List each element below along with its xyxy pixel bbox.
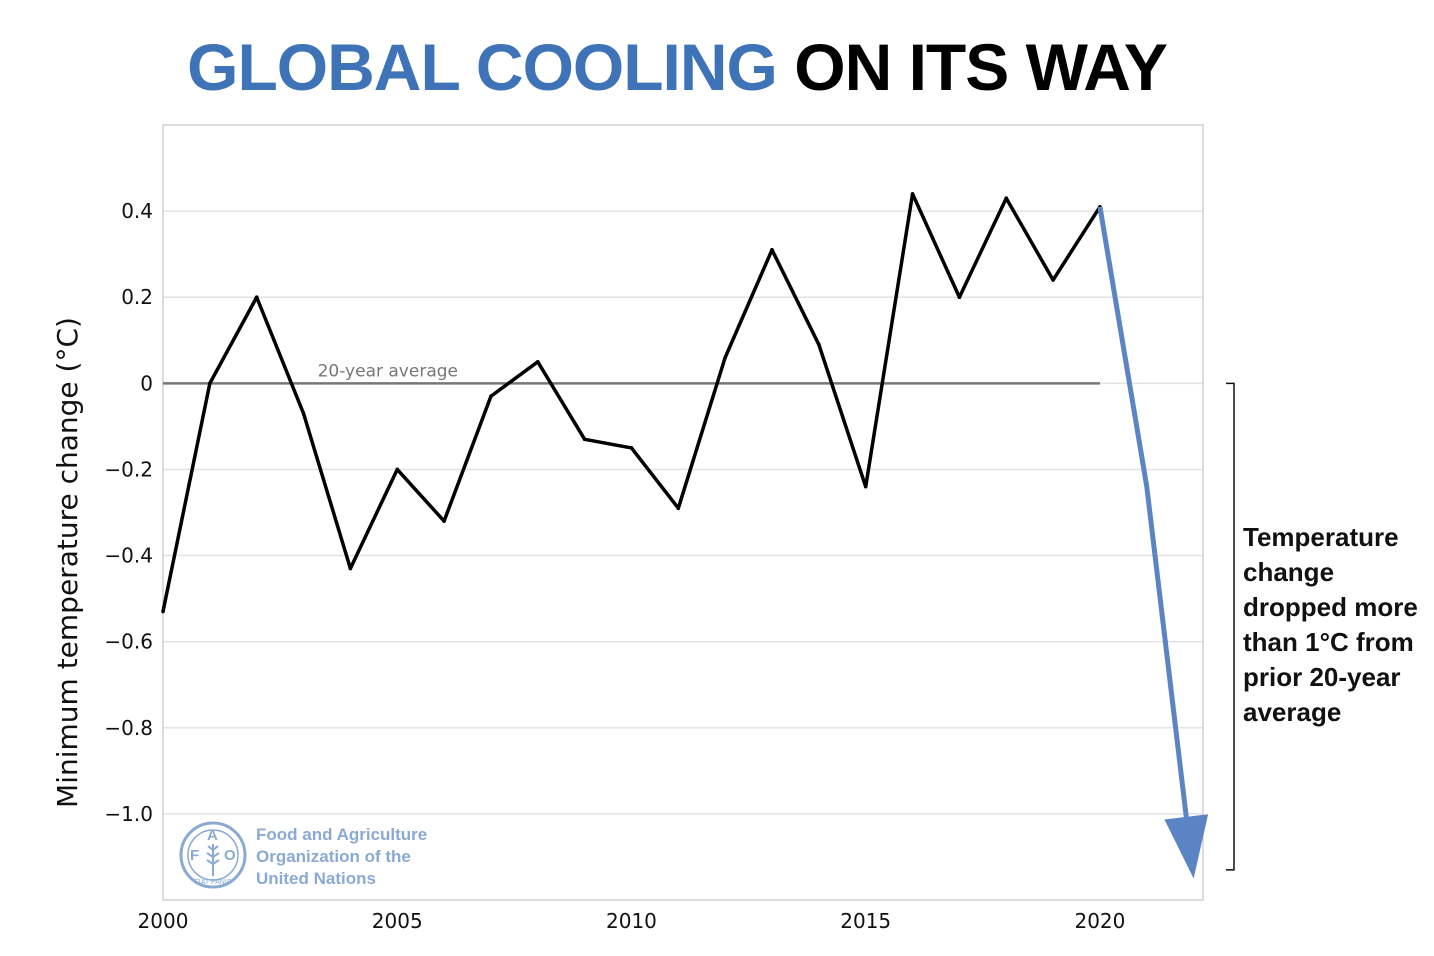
logo-letter: O — [224, 847, 236, 864]
data-point — [910, 192, 915, 196]
annotation-line: Temperature — [1243, 522, 1399, 552]
x-tick-label: 2015 — [840, 909, 891, 933]
fao-wordmark: Food and Agriculture Organization of the… — [256, 824, 427, 890]
y-tick-label: 0.2 — [121, 285, 153, 309]
data-point — [723, 355, 727, 360]
projection-arrowhead — [1164, 814, 1209, 879]
x-axis-ticks: 2000 2005 2010 2015 2020 — [138, 909, 1126, 933]
data-point — [582, 437, 587, 442]
y-tick-label: −0.8 — [104, 716, 153, 740]
data-point — [1051, 278, 1055, 282]
data-point — [676, 506, 681, 510]
data-point — [442, 519, 446, 523]
y-tick-label: −1.0 — [104, 802, 153, 826]
gridlines — [163, 210, 1203, 815]
annotation-line: average — [1243, 697, 1342, 727]
x-tick-label: 2010 — [606, 909, 657, 933]
annotation-line: dropped more — [1243, 592, 1418, 622]
title-blue-part: GLOBAL COOLING — [187, 30, 778, 104]
data-point — [817, 342, 821, 347]
series-line — [161, 192, 1102, 612]
data-point — [770, 248, 774, 252]
y-tick-label: −0.4 — [104, 544, 153, 568]
y-axis-label: Minimum temperature change (°C) — [51, 317, 84, 808]
average-line-label: 20-year average — [318, 361, 458, 381]
x-tick-label: 2000 — [138, 909, 189, 933]
plot-frame — [162, 124, 1204, 901]
y-tick-label: −0.2 — [104, 457, 153, 481]
fao-line: Organization of the — [256, 847, 411, 866]
y-tick-label: 0 — [140, 371, 153, 395]
title-black-part: ON ITS WAY — [794, 30, 1168, 104]
annotation-line: prior 20-year — [1243, 662, 1401, 692]
data-point — [1004, 196, 1009, 200]
projection-arrow-line — [1097, 206, 1190, 823]
data-point — [254, 295, 259, 300]
drop-bracket — [1226, 382, 1235, 871]
data-point — [208, 381, 212, 386]
x-tick-label: 2020 — [1074, 909, 1125, 933]
logo-letter: A — [207, 827, 218, 844]
fao-line: Food and Agriculture — [256, 825, 428, 844]
data-point — [535, 360, 540, 364]
fao-logo-icon: F A O FIAT PANIS — [179, 821, 247, 889]
data-point — [348, 566, 353, 571]
logo-motto: FIAT PANIS — [195, 879, 232, 886]
y-tick-label: 0.4 — [121, 199, 153, 223]
drop-annotation: Temperature change dropped more than 1°C fr… — [1243, 520, 1433, 730]
logo-letter: F — [190, 847, 199, 864]
data-point — [957, 295, 962, 300]
annotation-line: change — [1243, 557, 1335, 587]
y-axis-ticks: 0.4 0.2 0 −0.2 −0.4 −0.6 −0.8 −1.0 — [104, 199, 153, 826]
data-point — [863, 484, 868, 489]
x-tick-label: 2005 — [372, 909, 423, 933]
data-point — [395, 467, 400, 472]
chart-title: GLOBAL COOLING ON ITS WAY — [0, 34, 1354, 100]
data-point — [489, 394, 493, 399]
annotation-line: than 1°C from — [1243, 627, 1414, 657]
y-tick-label: −0.6 — [104, 630, 153, 654]
data-point — [161, 609, 165, 614]
series-points — [161, 192, 1102, 614]
fao-line: United Nations — [256, 869, 376, 888]
data-point — [629, 446, 634, 450]
data-point — [301, 411, 306, 416]
